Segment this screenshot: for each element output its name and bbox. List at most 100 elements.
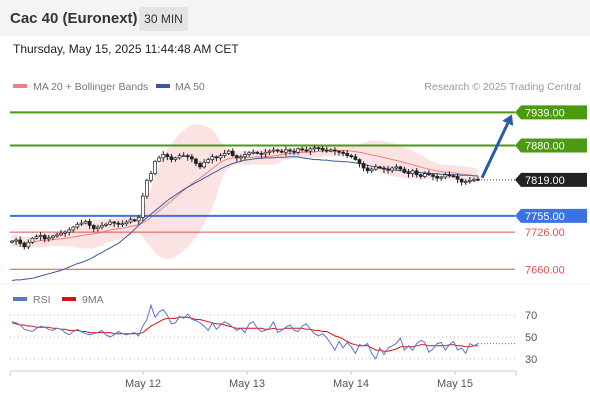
candle-body	[173, 157, 178, 160]
instrument-title: Cac 40 (Euronext)	[10, 10, 138, 27]
candle-body	[259, 153, 264, 155]
pivot-level-badge: 7755.00	[515, 208, 587, 223]
candle-body	[369, 168, 374, 172]
candle-body	[263, 151, 268, 155]
candle-body	[410, 170, 415, 174]
time-tick-label: May 15	[437, 378, 473, 390]
candle-body	[108, 221, 112, 225]
pivot-level-value: 7755.00	[525, 211, 565, 223]
candle-body	[316, 147, 321, 150]
candle-body	[373, 166, 378, 170]
candle-body	[255, 151, 260, 154]
candle-body	[185, 155, 190, 158]
resistance-level-value: 7880.00	[525, 141, 565, 153]
candle-body	[67, 229, 72, 233]
candlesticks	[10, 144, 480, 250]
candle-body	[427, 173, 431, 176]
ma9-legend-label: 9MA	[82, 294, 104, 306]
candle-body	[284, 149, 288, 153]
candle-body	[100, 225, 104, 228]
candle-body	[439, 176, 444, 179]
candle-body	[149, 173, 153, 181]
candle-body	[431, 174, 435, 177]
candle-body	[247, 152, 251, 155]
candle-body	[222, 153, 227, 156]
rsi-legend-label: RSI	[33, 294, 51, 306]
candle-body	[279, 150, 284, 153]
candle-body	[320, 147, 325, 151]
candle-body	[345, 153, 350, 156]
chart-credit: Research © 2025 Trading Central	[424, 81, 581, 93]
time-tick-label: May 14	[333, 378, 369, 390]
candle-body	[30, 237, 35, 243]
support-level-label: 7726.00	[525, 227, 565, 239]
ma20-legend-label: MA 20 + Bollinger Bands	[33, 81, 148, 93]
candle-body	[267, 150, 272, 153]
candle-body	[75, 223, 80, 228]
candle-body	[353, 156, 358, 160]
candle-body	[26, 241, 31, 248]
candle-body	[394, 166, 399, 169]
candle-body	[194, 158, 198, 164]
candle-body	[181, 155, 186, 157]
candle-body	[324, 149, 329, 152]
candle-body	[435, 176, 439, 179]
candle-body	[275, 149, 280, 152]
candle-body	[472, 178, 476, 181]
candle-body	[467, 180, 472, 182]
candle-body	[386, 168, 390, 171]
candle-body	[120, 223, 125, 226]
bollinger-band	[12, 124, 478, 260]
candle-body	[210, 156, 215, 160]
candle-body	[230, 150, 235, 156]
candle-body	[87, 221, 92, 226]
header-bar: Cac 40 (Euronext) 30 MIN	[0, 0, 590, 36]
candle-body	[177, 155, 182, 159]
candle-body	[271, 149, 276, 152]
candle-body	[361, 163, 366, 169]
candle-body	[202, 162, 206, 168]
ma50-legend-swatch	[156, 84, 170, 88]
rsi-panel: 70 50 30	[10, 303, 537, 366]
candle-body	[22, 243, 27, 248]
candle-body	[95, 226, 100, 230]
candle-body	[406, 172, 411, 174]
price-legend: MA 20 + Bollinger Bands MA 50	[13, 81, 205, 93]
candle-body	[112, 221, 117, 224]
candle-body	[161, 154, 166, 159]
candle-body	[157, 157, 162, 162]
candle-body	[300, 148, 305, 151]
ma50-legend-label: MA 50	[175, 81, 205, 93]
candle-body	[124, 221, 129, 225]
resistance-level-badge: 7939.00	[515, 105, 587, 120]
candle-body	[83, 221, 88, 224]
candle-body	[10, 240, 14, 243]
candle-body	[34, 236, 39, 239]
candle-body	[132, 219, 137, 222]
candle-body	[71, 226, 76, 231]
current-price-value: 7819.00	[525, 175, 565, 187]
candle-body	[398, 166, 403, 170]
candle-body	[206, 159, 211, 163]
candle-body	[243, 154, 247, 158]
candle-body	[104, 223, 108, 226]
price-level-labels: 7939.00 7880.00 7755.00 7726.00 7660.00 7819.…	[515, 105, 587, 276]
candle-body	[140, 195, 145, 218]
candle-body	[414, 170, 419, 176]
rsi-legend: RSI 9MA	[13, 294, 104, 306]
candle-body	[116, 222, 121, 225]
candle-body	[443, 174, 448, 178]
ma20-legend-swatch	[13, 84, 27, 88]
candle-body	[38, 235, 43, 237]
candle-body	[226, 150, 231, 154]
support-level-label: 7660.00	[525, 264, 565, 276]
time-axis: May 12 May 13 May 14 May 15	[9, 370, 517, 390]
candle-body	[214, 156, 219, 159]
price-levels	[10, 111, 515, 270]
candle-body	[312, 147, 317, 150]
candle-body	[51, 235, 55, 239]
rsi-ma9-line	[11, 316, 478, 352]
candle-body	[476, 178, 480, 181]
candle-body	[234, 155, 239, 159]
timeframe-badge[interactable]: 30 MIN	[139, 7, 188, 31]
